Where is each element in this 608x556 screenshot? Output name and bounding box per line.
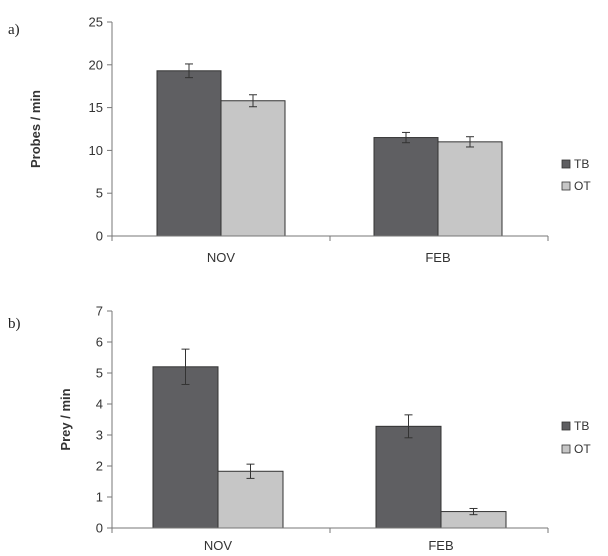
y-tick-label: 20	[89, 57, 103, 72]
bar-tb-feb	[375, 425, 442, 529]
panel-label: a)	[8, 22, 20, 38]
y-tick-label: 2	[96, 459, 103, 474]
category-label: FEB	[428, 538, 453, 553]
y-tick-label: 6	[96, 335, 103, 350]
y-tick-label: 25	[89, 15, 103, 30]
y-tick-label: 3	[96, 428, 103, 443]
legend-swatch-ot	[561, 181, 571, 191]
y-tick-label: 0	[96, 229, 103, 244]
bar-ot-nov	[217, 470, 284, 529]
y-tick-label: 0	[96, 521, 103, 536]
legend-label-ot: OT	[574, 442, 591, 456]
y-tick-label: 5	[96, 186, 103, 201]
y-axis-title: Prey / min	[58, 388, 73, 450]
bar-tb-nov	[152, 366, 219, 529]
y-tick-label: 5	[96, 366, 103, 381]
y-axis-title: Probes / min	[28, 90, 43, 168]
legend-label-tb: TB	[574, 419, 589, 433]
legend-swatch-tb	[561, 421, 571, 431]
category-label: NOV	[204, 538, 233, 553]
bar-ot-nov	[220, 100, 286, 237]
category-label: FEB	[425, 250, 450, 265]
chart-probes: a) Probes / min 0 5 10 15 20 25 NOV FEB TB OT	[8, 15, 591, 266]
category-label: NOV	[207, 250, 236, 265]
chart-prey: b) Prey / min 0 1 2 3 4 5 6 7 NOV FEB TB OT	[8, 304, 591, 554]
panel-label: b)	[8, 316, 21, 332]
y-tick-label: 10	[89, 143, 103, 158]
legend-swatch-tb	[561, 159, 571, 169]
bar-tb-feb	[373, 137, 439, 237]
y-tick-label: 4	[96, 397, 103, 412]
legend-label-tb: TB	[574, 157, 589, 171]
y-tick-label: 1	[96, 490, 103, 505]
bar-ot-feb	[437, 141, 503, 237]
legend-label-ot: OT	[574, 179, 591, 193]
legend-swatch-ot	[561, 444, 571, 454]
y-tick-label: 15	[89, 100, 103, 115]
y-tick-label: 7	[96, 304, 103, 319]
bar-tb-nov	[156, 70, 222, 237]
